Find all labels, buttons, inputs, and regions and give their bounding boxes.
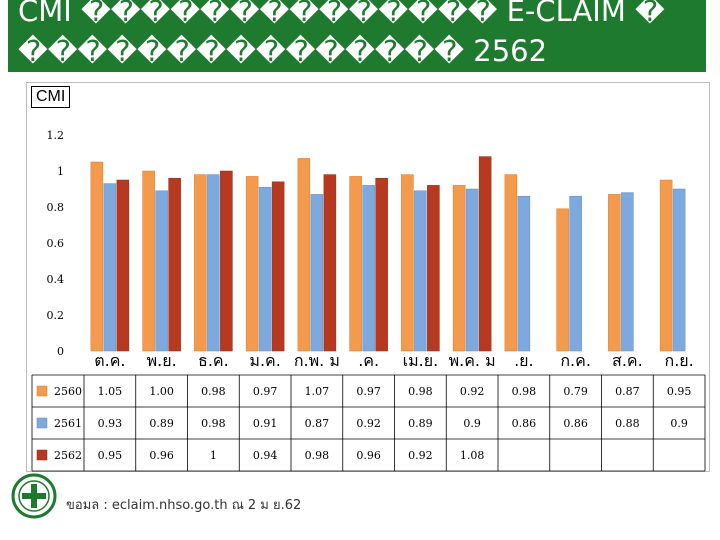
data-label: 0.79 [563,385,588,398]
x-tick-label: พ.ค. ม [449,351,496,370]
data-label: 0.92 [408,449,433,462]
bar-2560 [452,185,466,352]
bar-2562 [478,156,492,352]
bar-2561 [310,194,324,352]
data-label: 0.97 [356,385,381,398]
legend-label: 2560 [54,385,82,398]
title-line-1: CMI �������������� E-CLAIM � [18,0,665,28]
data-label: 0.98 [512,385,537,398]
bar-2561 [207,174,220,352]
data-label: 0.98 [408,385,433,398]
y-tick-label: 0.4 [47,273,65,286]
data-source-note: ขอมล : eclaim.nhso.go.th ณ 2 ม ย.62 [66,498,302,513]
bar-2562 [375,177,388,352]
data-label: 0.87 [615,385,640,398]
x-tick-label: .ย. [514,351,534,370]
y-tick-label: 0 [57,345,64,358]
title-line-2: ��������������� 2562 [18,34,548,68]
bar-2561 [414,190,427,352]
legend-swatch-2560 [36,385,48,397]
data-label: 0.98 [201,417,226,430]
data-label: 0.91 [253,417,278,430]
bar-2562 [116,179,130,352]
y-tick-label: 0.8 [47,201,65,214]
bar-2562 [323,174,337,352]
nhso-logo-icon [11,473,57,519]
x-tick-label: ส.ค. [612,351,643,370]
data-label: 1 [210,449,217,462]
chart-label: CMI [31,86,71,108]
bar-2560 [504,174,518,352]
bar-2560 [194,174,207,352]
bar-2562 [271,181,285,352]
bar-2561 [155,190,168,352]
data-label: 0.95 [98,449,123,462]
data-label: 1.05 [98,385,123,398]
x-tick-label: เม.ย. [403,351,439,370]
bar-2561 [258,186,272,352]
bar-2561 [362,185,375,352]
y-tick-label: 0.6 [47,237,65,250]
data-label: 1.08 [460,449,485,462]
bar-2562 [168,177,181,352]
y-tick-label: 1 [57,165,64,178]
bar-2560 [142,170,155,352]
bar-2562 [427,185,440,352]
bar-2561 [465,188,479,352]
x-tick-label: ต.ค. [94,351,125,370]
bar-2560 [297,158,311,352]
data-label: 0.95 [667,385,692,398]
data-label: 0.92 [460,385,485,398]
x-tick-label: ม.ค. [249,351,280,370]
x-tick-label: พ.ย. [147,351,177,370]
bar-2561 [103,183,117,352]
data-label: 0.96 [149,449,174,462]
data-label: 0.86 [512,417,537,430]
bar-2560 [90,161,104,352]
y-tick-label: 0.2 [47,309,65,322]
data-label: 1.00 [149,385,174,398]
legend-label: 2561 [54,417,82,430]
title-banner: CMI �������������� E-CLAIM � �����������… [8,0,706,72]
bar-2560 [608,194,621,352]
x-tick-label: .ค. [358,351,379,370]
data-label: 0.97 [253,385,278,398]
data-label: 0.87 [305,417,330,430]
data-label: 1.07 [305,385,330,398]
bar-2560 [401,174,414,352]
x-tick-label: ก.ย. [665,351,694,370]
bar-2562 [220,170,233,352]
bar-2561 [672,188,686,352]
data-label: 0.98 [201,385,226,398]
bar-2561 [621,192,634,352]
bar-2561 [517,195,531,352]
data-label: 0.94 [253,449,278,462]
data-label: 0.88 [615,417,640,430]
y-tick-label: 1.2 [47,129,65,142]
data-label: 0.86 [563,417,588,430]
bar-2560 [349,176,362,352]
bar-2560 [556,208,569,352]
legend-swatch-2562 [36,449,48,461]
data-label: 0.89 [149,417,174,430]
bar-2561 [569,195,582,352]
x-tick-label: ก.พ. ม [294,351,340,370]
data-label: 0.92 [356,417,381,430]
x-tick-label: ธ.ค. [198,351,229,370]
data-label: 0.93 [98,417,123,430]
data-label: 0.98 [305,449,330,462]
data-label: 0.96 [356,449,381,462]
data-label: 0.9 [463,417,481,430]
legend-label: 2562 [54,449,82,462]
bar-2560 [659,179,673,352]
x-tick-label: ก.ค. [560,351,591,370]
bar-2560 [245,176,259,352]
data-label: 0.89 [408,417,433,430]
data-label: 0.9 [670,417,688,430]
legend-swatch-2561 [36,417,48,429]
